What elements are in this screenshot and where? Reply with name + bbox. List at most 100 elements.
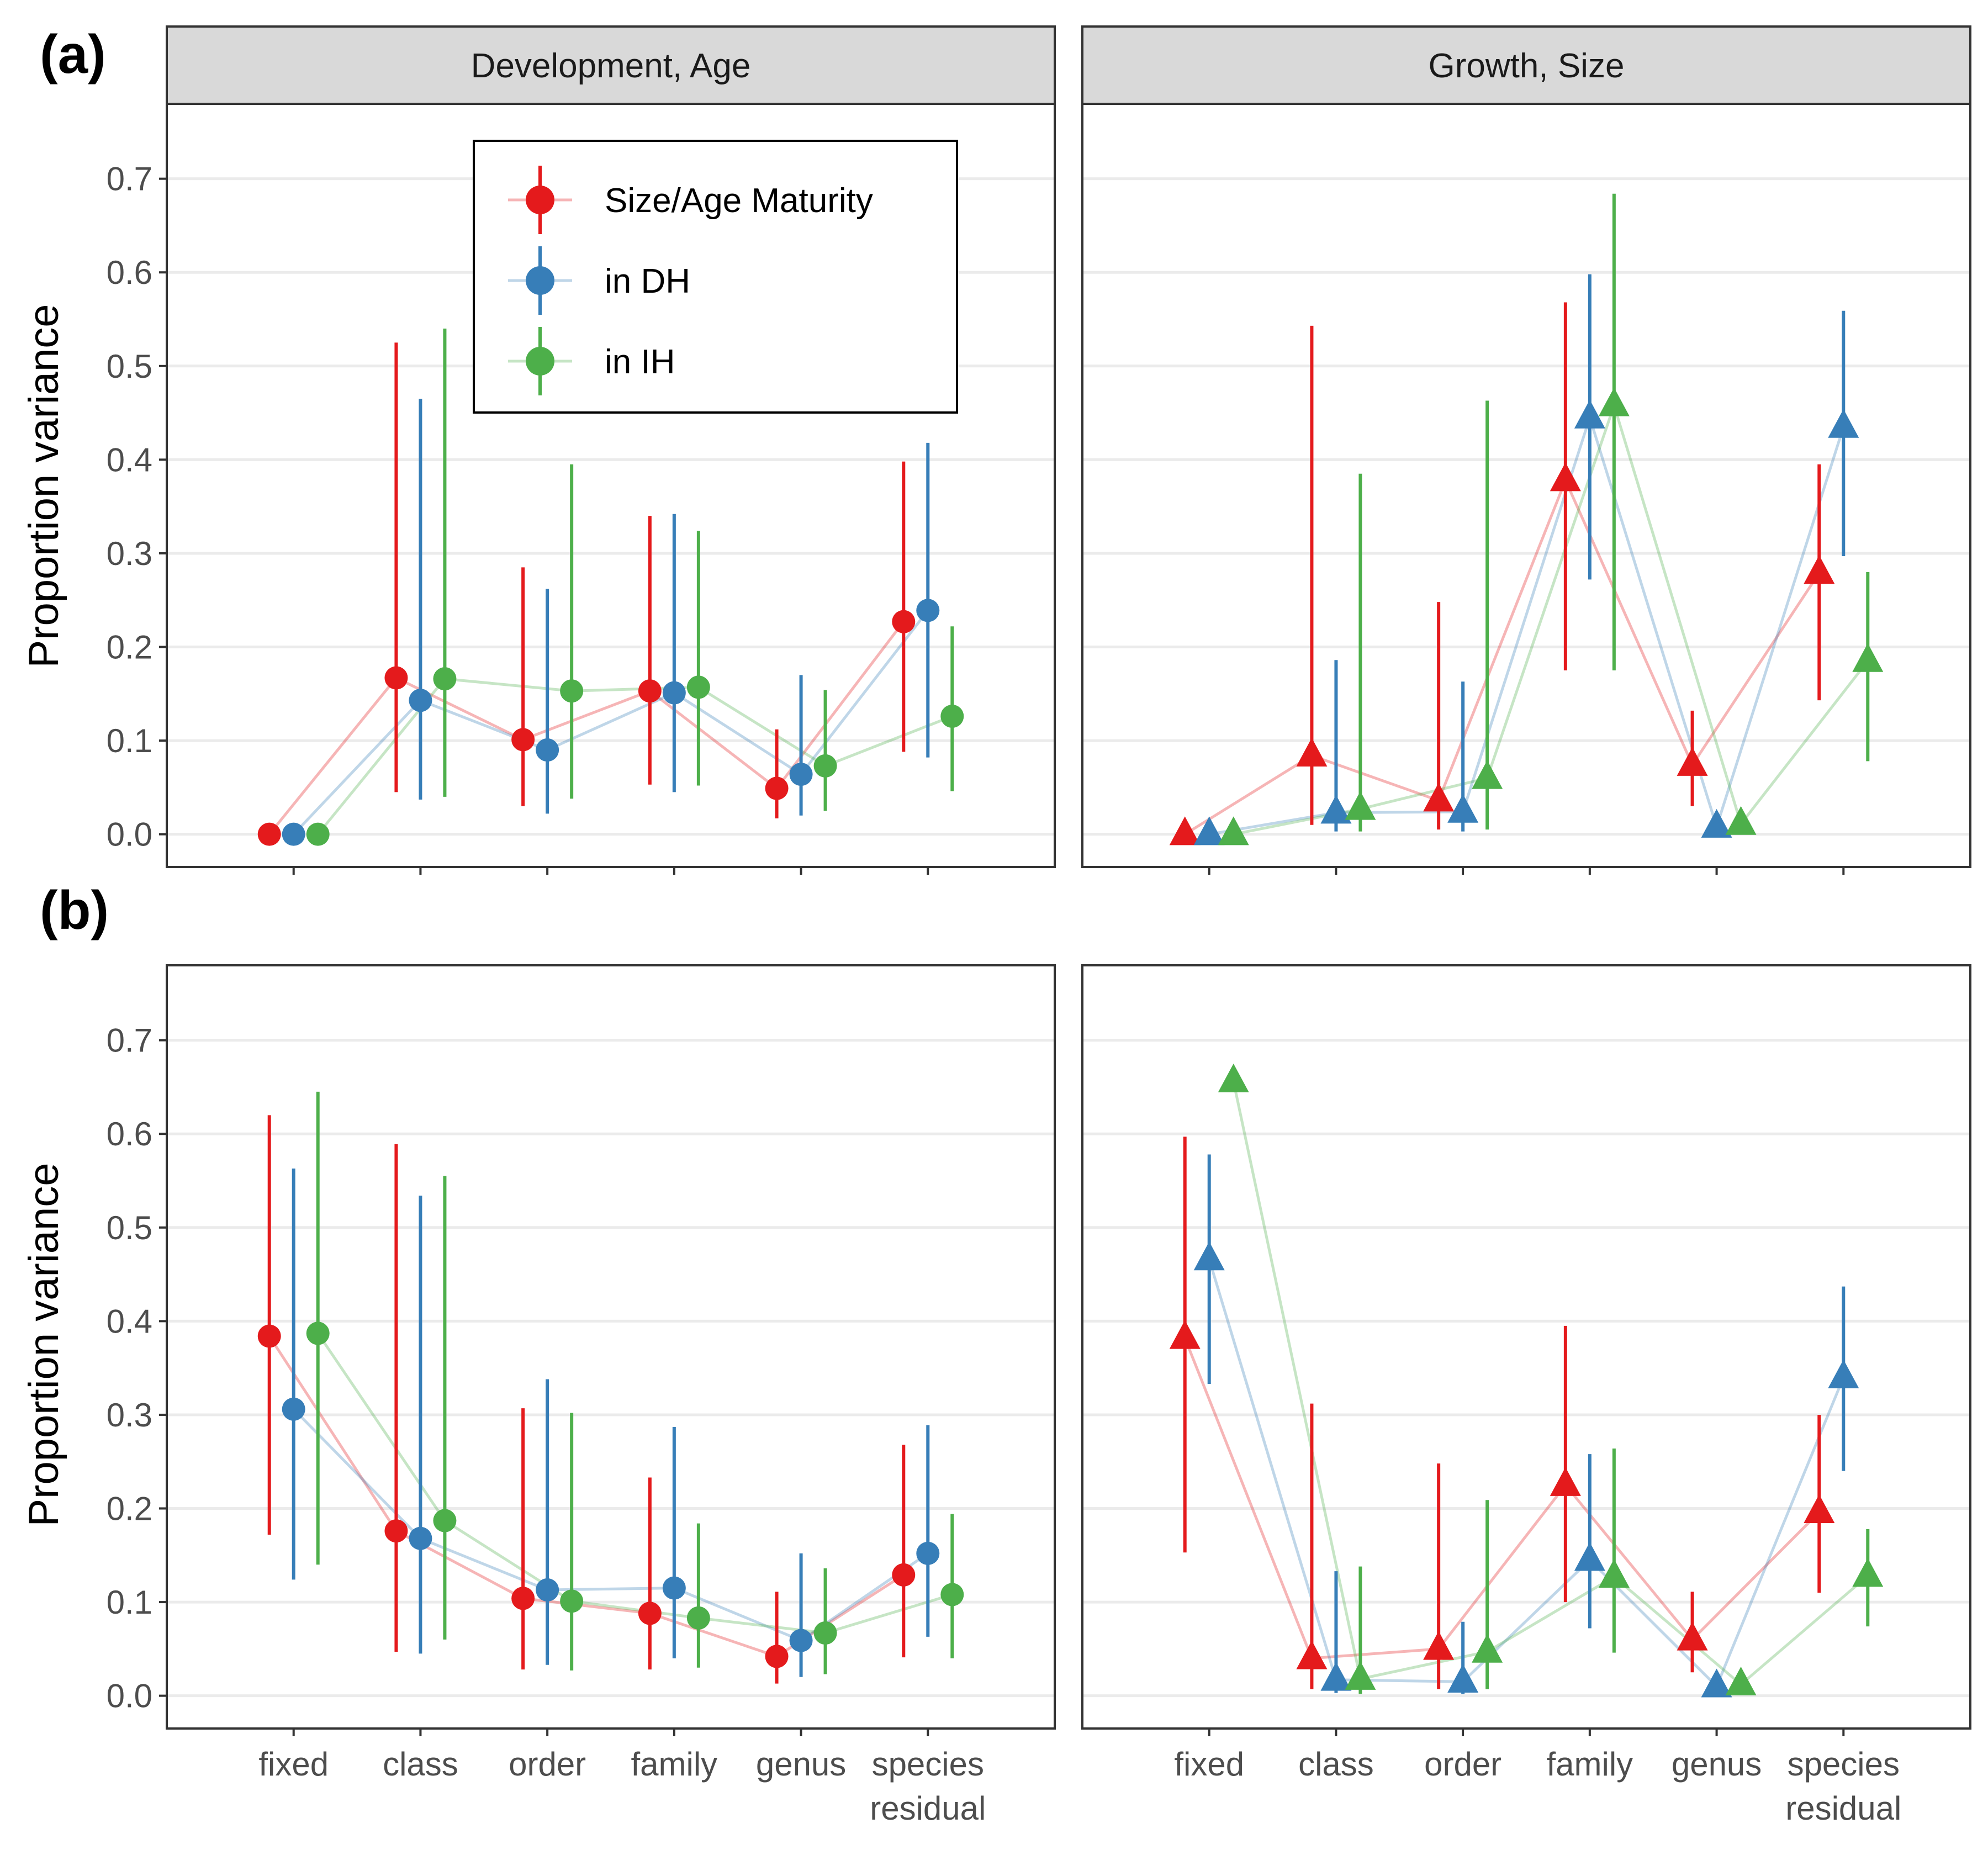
data-point [1701, 1668, 1732, 1698]
x-tick-label: genus [1672, 1746, 1762, 1783]
series-line-size-age-maturity [1184, 477, 1821, 836]
data-point [1472, 1634, 1503, 1663]
series-line-in-ih [1232, 1081, 1869, 1687]
y-axis-title-b: Proportion variance [20, 1162, 67, 1526]
data-point [1804, 555, 1835, 584]
data-point [1677, 747, 1708, 776]
y-tick-label: 0.3 [107, 535, 152, 572]
panel-border [166, 103, 1056, 868]
data-point [940, 704, 964, 728]
y-tick-label: 0.4 [107, 441, 152, 478]
data-point [813, 754, 837, 778]
y-tick-label: 0.6 [107, 254, 152, 291]
data-point [765, 776, 789, 800]
data-point [789, 763, 813, 786]
y-tick-label: 0.2 [107, 629, 152, 666]
x-tick-label: family [1547, 1746, 1633, 1783]
series-line-in-ih [316, 1332, 953, 1635]
x-tick-label: order [1424, 1746, 1501, 1783]
y-tick-label: 0.6 [107, 1116, 152, 1153]
panel-b-growth-size: fixed class order family genus species residua… [1081, 964, 1971, 1827]
data-point [1472, 760, 1503, 789]
data-point [384, 1519, 408, 1543]
data-point [306, 822, 330, 846]
panel-label-a: (a) [40, 24, 106, 84]
data-point [257, 1324, 281, 1348]
data-point [1574, 1542, 1605, 1571]
data-point [1574, 399, 1605, 429]
data-point [384, 666, 408, 690]
data-point [1804, 1494, 1835, 1524]
legend-label-in-ih: in IH [605, 343, 675, 381]
y-tick-label: 0.0 [107, 1678, 152, 1715]
data-point [1423, 783, 1455, 812]
data-point [1852, 1558, 1884, 1587]
data-point [409, 1526, 432, 1550]
data-point [813, 1621, 837, 1645]
legend-label-in-dh: in DH [605, 262, 690, 300]
data-point [1828, 409, 1859, 438]
data-point [1447, 794, 1479, 823]
data-point [409, 689, 432, 712]
data-point [1296, 737, 1328, 767]
data-point [1677, 1621, 1708, 1651]
x-tick-label: species residual [1785, 1746, 1901, 1827]
panel-border [1081, 103, 1971, 868]
data-point [1725, 1667, 1757, 1696]
y-tick-label: 0.7 [107, 161, 152, 198]
data-point [282, 822, 305, 846]
y-tick-label: 0.4 [107, 1303, 152, 1340]
data-point [1852, 643, 1884, 672]
data-point [1447, 1663, 1479, 1693]
data-point [686, 1606, 710, 1630]
data-point [511, 1587, 535, 1610]
panel-border [1081, 964, 1971, 1730]
legend: Size/Age Maturity in DH in IH [473, 140, 958, 414]
panel-b-development-age: 0.0 0.1 0.2 0.3 0.4 0.5 0.6 0.7 fixed class order f… [107, 964, 1056, 1827]
data-point [1598, 387, 1630, 416]
data-point [638, 679, 662, 703]
y-tick-label: 0.5 [107, 1209, 152, 1246]
data-point [662, 1576, 686, 1600]
series-line-in-dh [292, 609, 929, 836]
data-point [1598, 1559, 1630, 1588]
data-point [536, 738, 559, 762]
data-point [1218, 816, 1249, 845]
data-point [1169, 816, 1201, 845]
data-point [765, 1645, 789, 1668]
panel-label-b: (b) [40, 880, 109, 940]
data-point [1550, 462, 1581, 491]
legend-key-marker [526, 347, 554, 376]
x-tick-label: fixed [258, 1746, 329, 1783]
legend-box [473, 140, 958, 414]
series-line-size-age-maturity [1183, 1337, 1821, 1660]
x-tick-label: family [631, 1746, 718, 1783]
y-tick-label: 0.3 [107, 1397, 152, 1434]
x-tick-label: fixed [1174, 1746, 1244, 1783]
data-point [1701, 808, 1732, 838]
data-point [1345, 1661, 1376, 1690]
data-point [940, 1583, 964, 1606]
x-tick-label: class [1298, 1746, 1374, 1783]
data-point [638, 1601, 662, 1625]
strip-development-age [166, 25, 1056, 105]
data-point [662, 681, 686, 705]
strip-growth-size [1081, 25, 1971, 105]
data-point [257, 822, 281, 846]
data-point [892, 610, 916, 633]
series-line-size-age-maturity [268, 621, 905, 836]
y-axis-title-a: Proportion variance [20, 304, 67, 668]
data-point [560, 1589, 584, 1613]
x-tick-label: species residual [870, 1746, 986, 1827]
data-point [1218, 1064, 1249, 1093]
data-point [433, 667, 457, 691]
series-line-in-dh [1208, 1259, 1845, 1689]
strip-label-growth-size: Growth, Size [1429, 47, 1625, 85]
data-point [916, 1541, 940, 1565]
y-tick-label: 0.7 [107, 1022, 152, 1059]
data-point [1193, 816, 1225, 845]
panel-border [166, 964, 1056, 1730]
y-tick-label: 0.1 [107, 722, 152, 759]
strip-label-development-age: Development, Age [471, 47, 751, 85]
